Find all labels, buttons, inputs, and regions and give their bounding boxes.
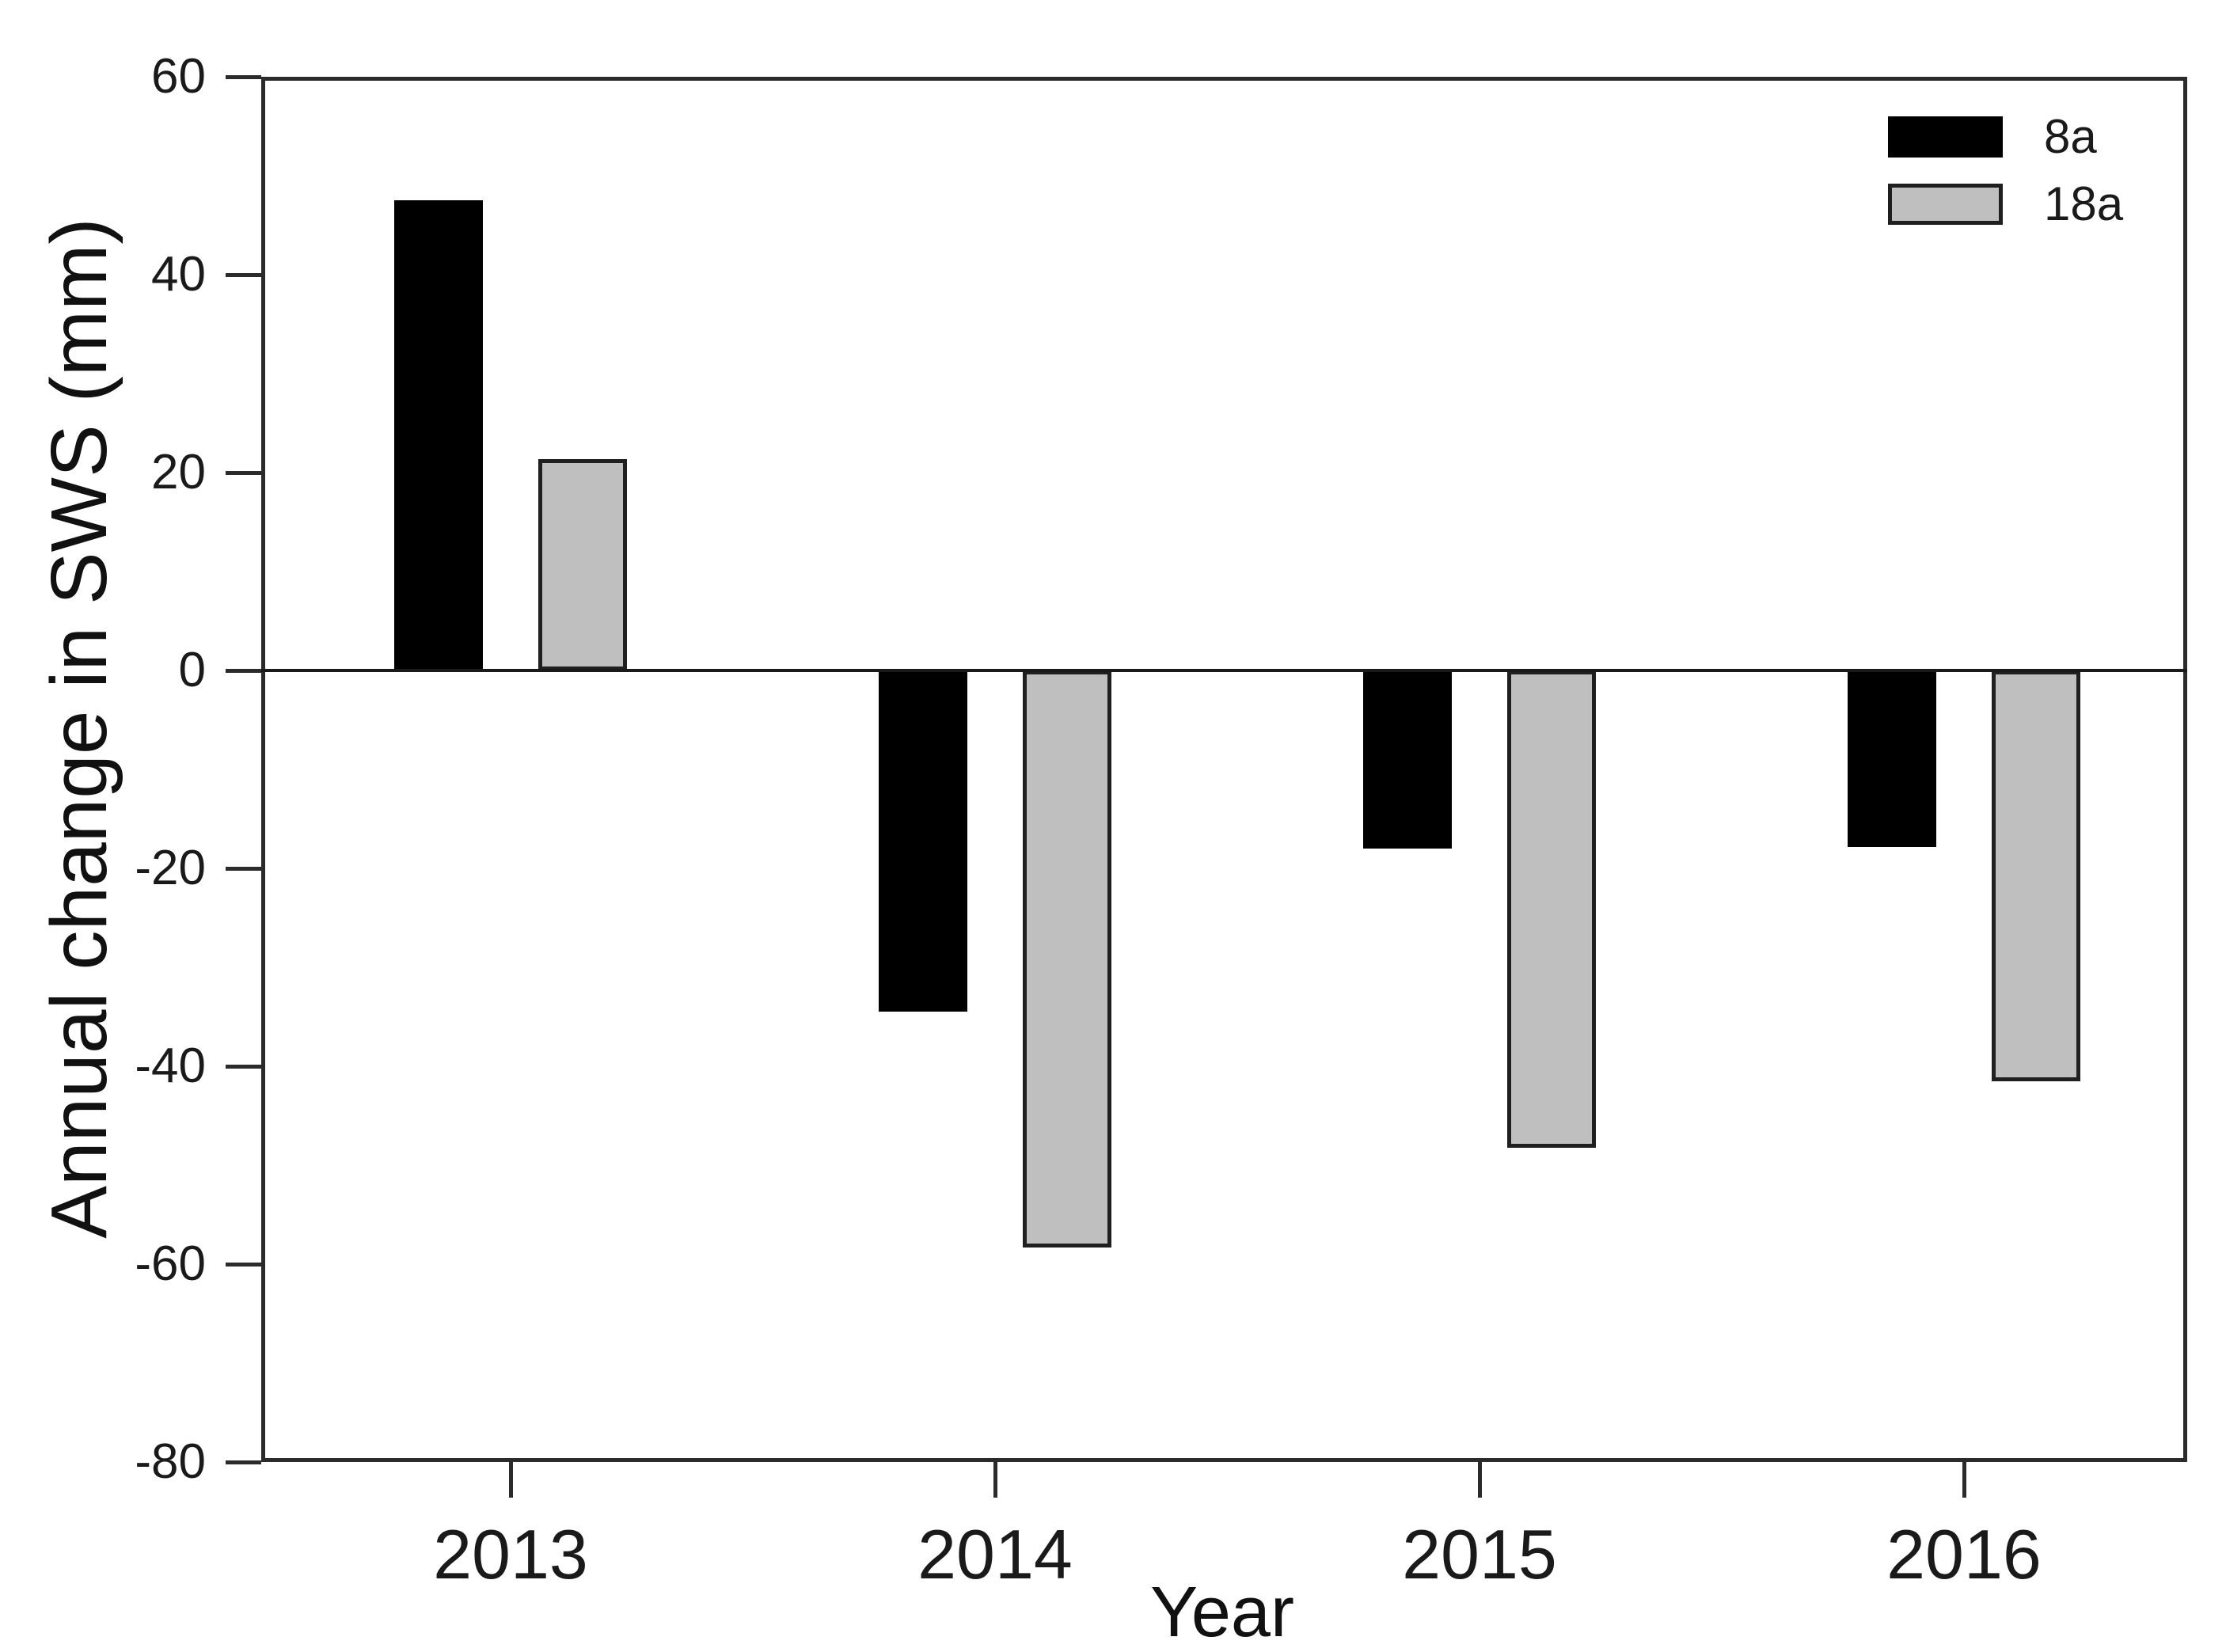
y-tick-mark — [226, 1460, 261, 1464]
legend-label: 18a — [2044, 177, 2124, 230]
x-tick-mark — [1962, 1462, 1966, 1498]
y-tick-label: 40 — [151, 247, 206, 302]
x-axis-title: Year — [1150, 1573, 1294, 1652]
legend-item-18a: 18a — [1888, 180, 2123, 228]
y-tick-label: -20 — [135, 841, 206, 895]
plot-frame — [261, 77, 2187, 1462]
legend-item-8a: 8a — [1888, 110, 2097, 163]
y-tick-label: 0 — [178, 643, 206, 697]
x-tick-mark — [993, 1462, 997, 1498]
bar-18a-2014 — [1023, 670, 1111, 1248]
x-tick-label: 2014 — [917, 1515, 1073, 1593]
y-tick-mark — [226, 1064, 261, 1069]
bar-8a-2016 — [1848, 670, 1936, 847]
y-tick-label: 20 — [151, 445, 206, 499]
y-tick-label: -40 — [135, 1039, 206, 1093]
y-tick-mark — [226, 866, 261, 871]
legend-swatch-8a — [1888, 116, 2003, 158]
bar-18a-2013 — [538, 458, 627, 670]
bar-8a-2015 — [1363, 670, 1452, 849]
y-tick-mark — [226, 1262, 261, 1267]
bar-8a-2013 — [394, 200, 483, 670]
bar-18a-2015 — [1507, 670, 1596, 1148]
y-tick-mark — [226, 74, 261, 79]
y-tick-label: 60 — [151, 49, 206, 104]
x-tick-mark — [1477, 1462, 1482, 1498]
legend-label: 8a — [2044, 110, 2097, 163]
y-tick-label: -80 — [135, 1434, 206, 1489]
x-tick-label: 2015 — [1402, 1515, 1557, 1593]
x-tick-mark — [508, 1462, 513, 1498]
x-tick-label: 2013 — [433, 1515, 588, 1593]
y-tick-mark — [226, 668, 261, 673]
zero-baseline — [261, 669, 2187, 672]
y-tick-mark — [226, 272, 261, 277]
bar-8a-2014 — [879, 670, 967, 1012]
y-tick-mark — [226, 470, 261, 475]
x-tick-label: 2016 — [1886, 1515, 2042, 1593]
bar-18a-2016 — [1992, 670, 2080, 1081]
y-tick-label: -60 — [135, 1236, 206, 1291]
legend-swatch-18a — [1888, 184, 2003, 225]
